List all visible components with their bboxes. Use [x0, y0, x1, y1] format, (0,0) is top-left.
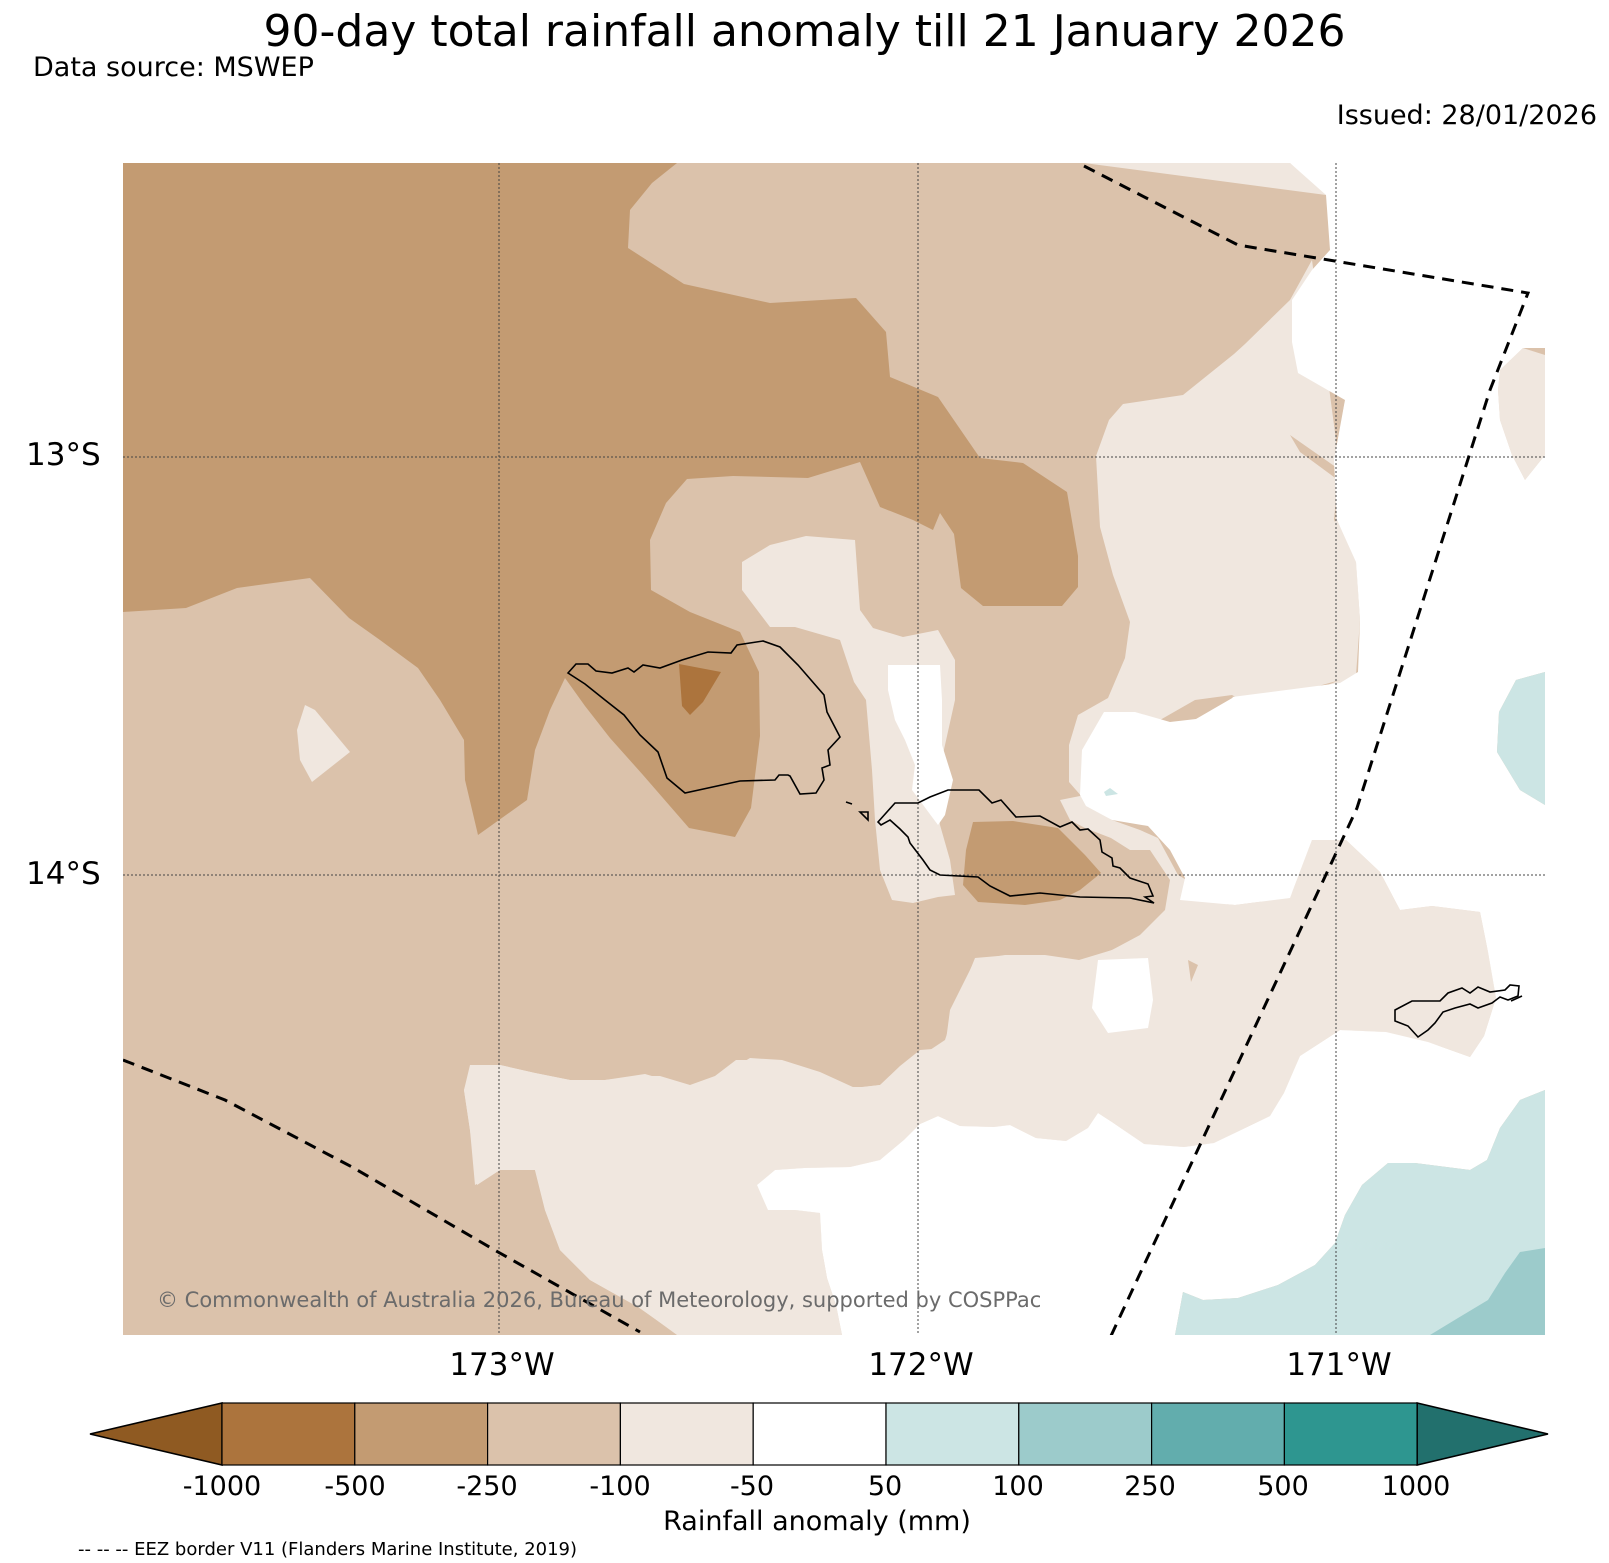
colorbar-extend-high [1416, 1402, 1549, 1466]
coastline [566, 640, 1523, 1039]
anomaly-area-minus50-100-south [464, 840, 1496, 1335]
tutuila-island-outline [1394, 984, 1520, 1039]
latitude-label-14s: 14°S [26, 856, 101, 892]
colorbar-swatch [221, 1402, 356, 1466]
colorbar-swatch [1150, 1402, 1285, 1466]
colorbar-swatch [752, 1402, 887, 1466]
longitude-label-172w: 172°W [868, 1347, 974, 1383]
copyright-notice: © Commonwealth of Australia 2026, Bureau… [157, 1288, 1042, 1312]
colorbar-tick-label: 50 [867, 1471, 903, 1502]
colorbar-swatch [619, 1402, 754, 1466]
anomaly-area-minus50-100-central [742, 536, 955, 903]
colorbar-swatch [354, 1402, 489, 1466]
anomaly-area-minus50-100-far-east [1498, 348, 1545, 480]
map-title: 90-day total rainfall anomaly till 21 Ja… [263, 6, 1346, 57]
anomaly-area-minus250-500 [123, 163, 1078, 837]
colorbar-tick-label: -100 [589, 1471, 651, 1502]
colorbar-tick-label: -50 [729, 1471, 775, 1502]
longitude-label-173w: 173°W [449, 1347, 555, 1383]
anomaly-area-minus250-500-speck [1188, 960, 1198, 982]
colorbar-tick-label: 500 [1257, 1471, 1309, 1502]
anomaly-area-minus50-50-center [888, 665, 953, 825]
colorbar-tick-label: -500 [324, 1471, 386, 1502]
anomaly-area-minus250-500-island [963, 821, 1101, 905]
anomaly-area-50-100-speck [1104, 788, 1118, 796]
colorbar [89, 1402, 1549, 1466]
colorbar-label: Rainfall anomaly (mm) [663, 1506, 971, 1537]
colorbar-swatch [1018, 1402, 1153, 1466]
colorbar-tick-label: 100 [992, 1471, 1044, 1502]
upolu-island-outline [876, 789, 1155, 904]
eez-border [123, 164, 1531, 1335]
colorbar-tick-label: -250 [456, 1471, 518, 1502]
data-source: Data source: MSWEP [33, 52, 314, 83]
colorbar-swatch [487, 1402, 622, 1466]
eez-footnote: -- -- -- EEZ border V11 (Flanders Marine… [78, 1539, 578, 1560]
colorbar-tick-label: -1000 [182, 1471, 262, 1502]
colorbar-swatch [1283, 1402, 1418, 1466]
anomaly-area-50-100-southeast [1175, 1090, 1545, 1335]
anomaly-area-minus50-100-west [297, 705, 350, 782]
anomaly-area-100-250-corner [1430, 1248, 1545, 1335]
anomaly-area-minus50-50-east [757, 163, 1545, 1335]
colorbar-extend-low [89, 1402, 223, 1466]
graticule [123, 163, 1545, 1335]
longitude-label-171w: 171°W [1286, 1347, 1392, 1383]
latitude-label-13s: 13°S [26, 437, 101, 473]
colorbar-tick-label: 1000 [1381, 1471, 1451, 1502]
savaii-island-outline [566, 640, 841, 795]
anomaly-area-50-100-east [1497, 672, 1545, 805]
anomaly-area-minus50-50-south [1092, 958, 1153, 1033]
colorbar-tick-label: 250 [1124, 1471, 1176, 1502]
issued-date: Issued: 28/01/2026 [1336, 100, 1597, 131]
anomaly-area-minus500-1000 [679, 664, 721, 715]
map-panel [123, 163, 1545, 1335]
colorbar-swatch [885, 1402, 1020, 1466]
manono-islet [858, 811, 869, 822]
